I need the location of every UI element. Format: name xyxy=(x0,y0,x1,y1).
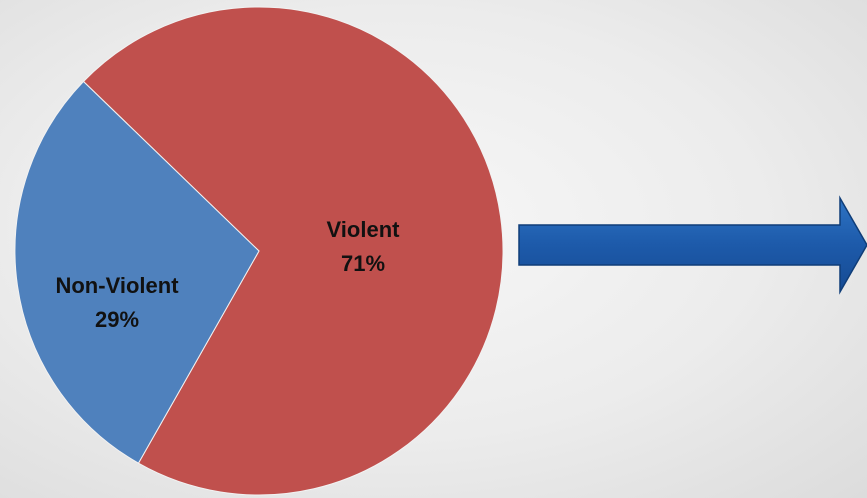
right-arrow-icon xyxy=(518,195,867,295)
pie-slice-non-violent xyxy=(14,80,260,464)
pie-slice-violent xyxy=(82,6,504,496)
slice-value-label: 71% xyxy=(341,251,385,276)
slice-label-violent: Violent xyxy=(327,217,401,242)
pie-labels: Violent 71% Non-Violent 29% xyxy=(55,217,400,332)
pie-chart xyxy=(14,6,504,496)
slice-value-label: 29% xyxy=(95,307,139,332)
slice-label-non-violent: Non-Violent xyxy=(55,273,179,298)
